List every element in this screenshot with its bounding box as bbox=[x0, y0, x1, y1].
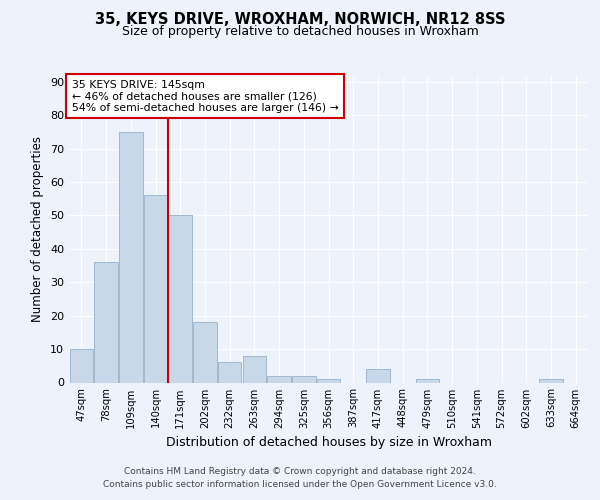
Bar bbox=[539, 379, 563, 382]
Y-axis label: Number of detached properties: Number of detached properties bbox=[31, 136, 44, 322]
Bar bbox=[218, 362, 241, 382]
Bar bbox=[292, 376, 316, 382]
Bar bbox=[268, 376, 291, 382]
Bar bbox=[169, 216, 192, 382]
Text: 35 KEYS DRIVE: 145sqm
← 46% of detached houses are smaller (126)
54% of semi-det: 35 KEYS DRIVE: 145sqm ← 46% of detached … bbox=[71, 80, 338, 113]
Bar bbox=[94, 262, 118, 382]
Bar bbox=[70, 349, 93, 382]
Bar bbox=[317, 379, 340, 382]
Text: Contains public sector information licensed under the Open Government Licence v3: Contains public sector information licen… bbox=[103, 480, 497, 489]
Bar bbox=[193, 322, 217, 382]
Bar bbox=[416, 379, 439, 382]
Bar bbox=[119, 132, 143, 382]
X-axis label: Distribution of detached houses by size in Wroxham: Distribution of detached houses by size … bbox=[166, 436, 491, 449]
Bar bbox=[366, 369, 389, 382]
Text: Contains HM Land Registry data © Crown copyright and database right 2024.: Contains HM Land Registry data © Crown c… bbox=[124, 467, 476, 476]
Text: 35, KEYS DRIVE, WROXHAM, NORWICH, NR12 8SS: 35, KEYS DRIVE, WROXHAM, NORWICH, NR12 8… bbox=[95, 12, 505, 28]
Bar bbox=[144, 196, 167, 382]
Bar bbox=[242, 356, 266, 382]
Text: Size of property relative to detached houses in Wroxham: Size of property relative to detached ho… bbox=[122, 25, 478, 38]
